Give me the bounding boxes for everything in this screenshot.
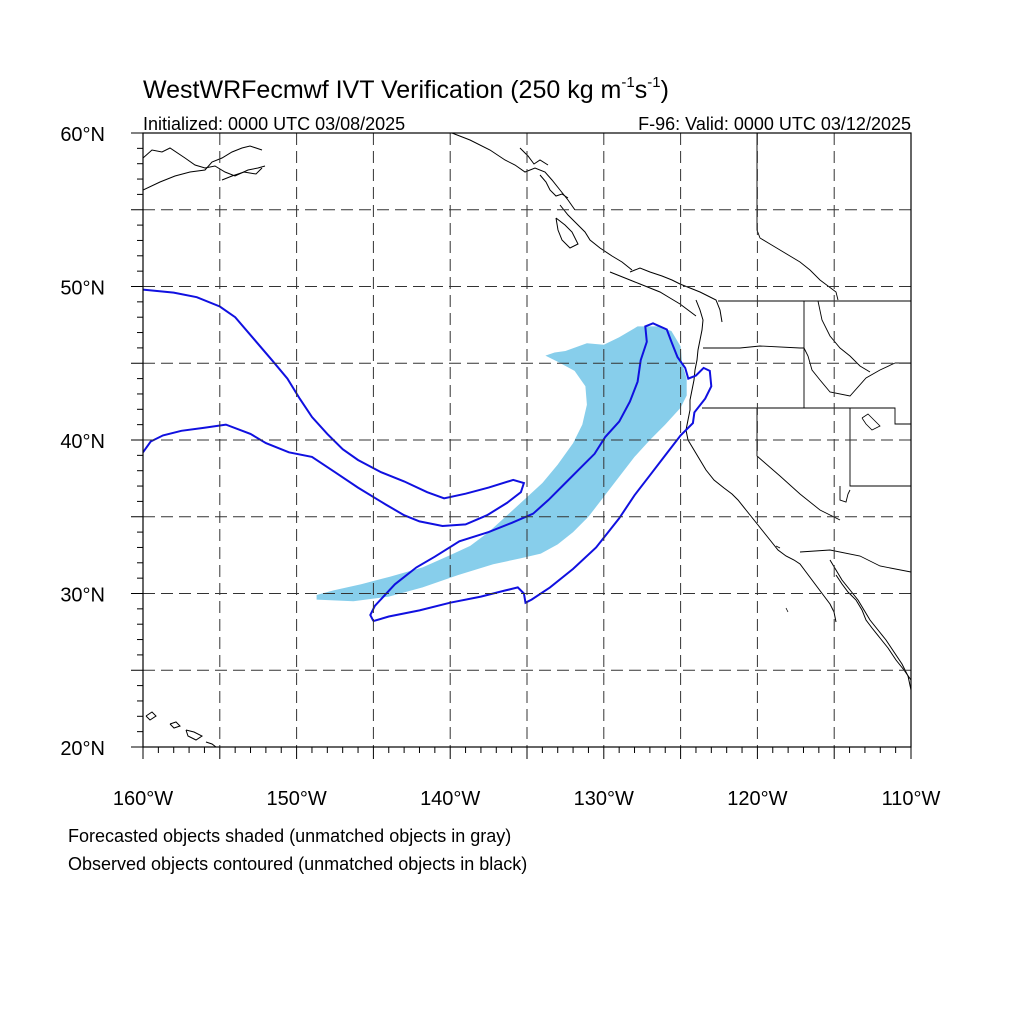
lon-tick-label: 130°W	[574, 788, 634, 810]
latitude-axis: 20°N 30°N 40°N 50°N 60°N	[60, 124, 105, 760]
subtitle-initialized: Initialized: 0000 UTC 03/08/2025	[143, 114, 405, 134]
political-borders	[702, 133, 911, 573]
lon-tick-label: 140°W	[420, 788, 480, 810]
lat-tick-label: 50°N	[60, 278, 105, 300]
subtitle-valid: F-96: Valid: 0000 UTC 03/12/2025	[638, 114, 911, 134]
lon-tick-label: 110°W	[882, 788, 941, 810]
lat-tick-label: 40°N	[60, 431, 105, 453]
lon-tick-label: 150°W	[266, 788, 326, 810]
lon-tick-label: 160°W	[113, 788, 173, 810]
islands	[775, 413, 881, 613]
lat-tick-label: 30°N	[60, 585, 105, 607]
forecast-object-shade	[316, 326, 687, 602]
lat-tick-label: 60°N	[60, 124, 105, 146]
longitude-axis: 160°W 150°W 140°W 130°W 120°W 110°W	[113, 788, 941, 810]
lon-tick-label: 120°W	[727, 788, 787, 810]
footnote-observed: Observed objects contoured (unmatched ob…	[68, 854, 527, 874]
observed-object-contour	[369, 322, 713, 623]
gridlines	[143, 133, 911, 747]
axis-ticks	[131, 132, 912, 759]
lat-tick-label: 20°N	[60, 738, 105, 760]
plot-area	[143, 133, 911, 747]
map-title: WestWRFecmwf IVT Verification (250 kg m-…	[143, 74, 669, 104]
footnote-forecast: Forecasted objects shaded (unmatched obj…	[68, 826, 511, 846]
observed-object-contour	[143, 288, 526, 528]
